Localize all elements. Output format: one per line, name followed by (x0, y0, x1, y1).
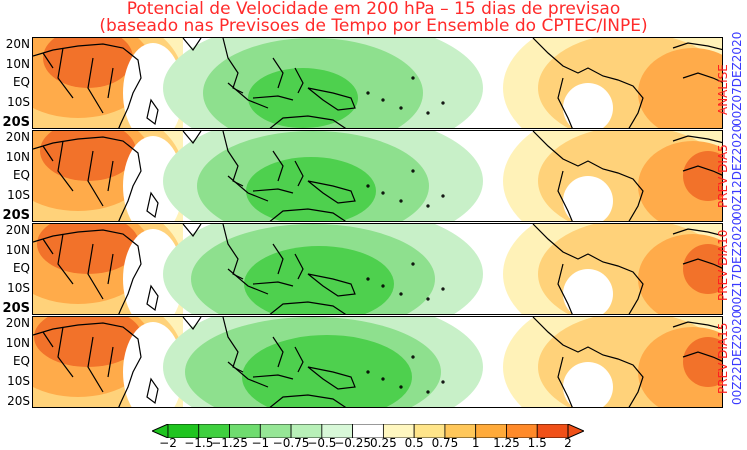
coastlines (33, 317, 722, 407)
lat-label-10n: 10N (5, 336, 30, 350)
coastlines (33, 38, 722, 128)
map-subtitle: (baseado nas Previsoes de Tempo por Ense… (99, 16, 648, 36)
panel-label: PREV DIA10 (716, 229, 730, 301)
colorbar-tick-label: −1 (251, 436, 270, 450)
lat-label-20s: 20S (2, 301, 30, 316)
map-title: Potencial de Velocidade em 200 hPa – 15 … (126, 0, 621, 19)
colorbar (152, 424, 584, 438)
lat-label-10s: 10S (7, 95, 30, 109)
lat-label-eq: EQ (12, 75, 30, 89)
map-panel-3 (32, 223, 723, 315)
colorbar-tick-label: 0.5 (404, 436, 424, 450)
colorbar-tick-label: −2 (159, 436, 177, 450)
colorbar-tick-label: −0.75 (272, 436, 310, 450)
colorbar-tick-label: −1.25 (211, 436, 248, 450)
lat-label-20n: 20N (5, 316, 30, 330)
panel-label: ANALISE (716, 64, 730, 115)
potential-field (33, 38, 722, 128)
potential-field (33, 131, 722, 221)
lat-label-10n: 10N (5, 57, 30, 71)
lat-label-20s: 20S (2, 208, 30, 223)
lat-label-20n: 20N (5, 130, 30, 144)
panel-label: PREV DIA15 (716, 322, 730, 394)
lat-label-20s: 20S (7, 394, 30, 408)
coastlines (33, 224, 722, 314)
lat-label-20s: 20S (2, 115, 30, 130)
colorbar-tick-label: 2 (564, 436, 572, 450)
colorbar-tick-label: 0.75 (431, 436, 459, 450)
panel-date: 00Z07DEZ2020 (730, 31, 744, 126)
colorbar-tick-label: 0.25 (370, 436, 397, 450)
lat-label-10n: 10N (5, 150, 30, 164)
colorbar-tick-label: −1.5 (184, 436, 214, 450)
panel-label: PREV DIA5 (716, 144, 730, 208)
map-panel-4 (32, 316, 723, 408)
potential-field (33, 317, 722, 407)
potential-field (33, 224, 722, 314)
lat-label-20n: 20N (5, 223, 30, 237)
lat-label-10n: 10N (5, 243, 30, 257)
panel-date: 00Z12DEZ2020 (730, 124, 744, 219)
panel-date: 00Z22DEZ2020 (730, 310, 744, 405)
colorbar-tick-label: −0.5 (307, 436, 337, 450)
lat-label-10s: 10S (7, 374, 30, 388)
map-panel-2 (32, 130, 723, 222)
colorbar-tick-label: −0.25 (334, 436, 371, 450)
colorbar-tick-label: 1 (471, 436, 480, 450)
colorbar-tick-label: 1.25 (493, 436, 520, 450)
lat-label-eq: EQ (12, 168, 30, 182)
lat-label-20n: 20N (5, 37, 30, 51)
panel-date: 00Z17DEZ2020 (730, 217, 744, 312)
lat-label-eq: EQ (12, 354, 30, 368)
lat-label-eq: EQ (12, 261, 30, 275)
colorbar-tick-label: 1.5 (527, 436, 547, 450)
map-panel-1 (32, 37, 723, 129)
lat-label-10s: 10S (7, 188, 30, 202)
lat-label-10s: 10S (7, 281, 30, 295)
coastlines (33, 131, 722, 221)
